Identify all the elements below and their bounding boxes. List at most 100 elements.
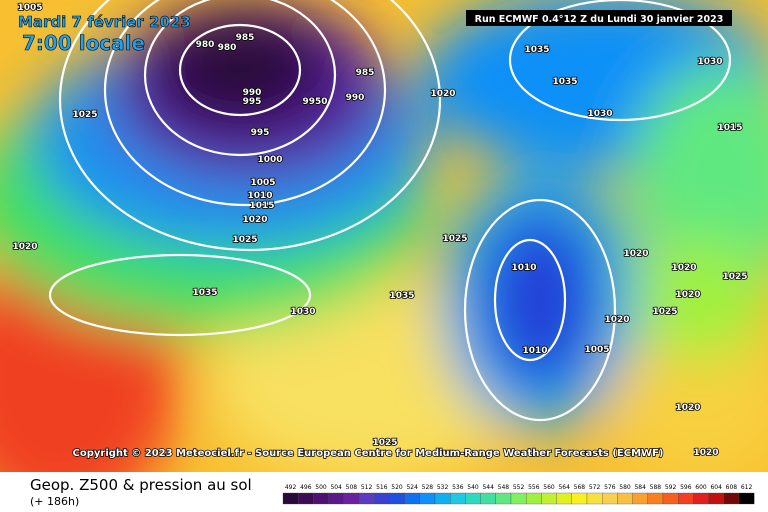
legend-level: 540 (467, 484, 479, 491)
legend-level: 584 (634, 484, 646, 491)
date: Mardi 7 février 2023 (18, 13, 191, 31)
legend-swatch (632, 492, 648, 505)
isobar-label: 1025 (72, 110, 97, 120)
isobar-label: 1025 (722, 272, 747, 282)
legend-level: 560 (543, 484, 555, 491)
legend-level: 552 (513, 484, 525, 491)
legend-swatch (358, 492, 375, 505)
isobar-label: 980 (218, 43, 237, 53)
legend-swatch (693, 492, 709, 505)
legend-swatch (495, 492, 512, 505)
legend-level: 568 (574, 484, 586, 491)
legend-level: 524 (406, 484, 418, 491)
legend-swatch (419, 492, 436, 505)
isobar-label: 995 (251, 128, 270, 138)
legend-level: 612 (741, 484, 753, 491)
legend-level: 600 (695, 484, 707, 491)
isobar-label: 1015 (249, 201, 274, 211)
legend-level: 492 (285, 484, 297, 491)
legend-level: 544 (482, 484, 494, 491)
isobar-label: 1035 (524, 45, 549, 55)
isobar-label: 1005 (584, 345, 609, 355)
legend-swatch (328, 492, 344, 505)
legend-level: 564 (558, 484, 570, 491)
legend-swatch (298, 492, 314, 505)
legend-swatch (480, 492, 496, 505)
legend-swatch (586, 492, 603, 505)
isobar-label: 1010 (247, 191, 272, 201)
legend-level: 512 (361, 484, 373, 491)
legend-level: 532 (437, 484, 449, 491)
legend-level: 548 (498, 484, 510, 491)
isobar-label: 1025 (232, 235, 257, 245)
isobar-label: 1020 (675, 290, 700, 300)
isobar-label: 1025 (372, 438, 397, 448)
local-time: 7:00 locale (22, 31, 145, 55)
legend-level: 572 (589, 484, 601, 491)
isobar-label: 990 (243, 88, 262, 98)
footer-title: Geop. Z500 & pression au sol (30, 476, 252, 494)
isobar-label: 1035 (192, 288, 217, 298)
legend-swatch (526, 492, 542, 505)
isobar-label: 1005 (17, 3, 42, 13)
legend: 492 496 500 504 508 512 516 520 524 528 532 536 540 5… (282, 484, 755, 505)
legend-swatch (282, 492, 299, 505)
legend-swatch (556, 492, 572, 505)
isobar-label: 1030 (290, 307, 315, 317)
isobar-label: 1000 (257, 155, 282, 165)
isobar-label: 1020 (12, 242, 37, 252)
legend-swatch (738, 492, 755, 505)
legend-swatch (678, 492, 694, 505)
isobar-label: 1020 (623, 249, 648, 259)
legend-level: 520 (391, 484, 403, 491)
legend-level: 608 (726, 484, 738, 491)
legend-swatch (450, 492, 466, 505)
legend-swatch (404, 492, 420, 505)
isobar-label: 1010 (511, 263, 536, 273)
legend-swatch (313, 492, 329, 505)
legend-swatch (617, 492, 633, 505)
legend-swatch (510, 492, 527, 505)
legend-level: 588 (650, 484, 662, 491)
legend-level: 580 (619, 484, 631, 491)
footer (0, 472, 768, 512)
legend-swatch (647, 492, 664, 505)
legend-level: 496 (300, 484, 312, 491)
isobar-label: 1035 (389, 291, 414, 301)
legend-swatch (465, 492, 481, 505)
legend-level: 592 (665, 484, 677, 491)
legend-level: 604 (710, 484, 722, 491)
isobar-label: 1020 (430, 89, 455, 99)
legend-level: 508 (346, 484, 358, 491)
legend-level: 504 (330, 484, 342, 491)
isobar-label: 1020 (242, 215, 267, 225)
legend-swatch (708, 492, 724, 505)
legend-level: 556 (528, 484, 540, 491)
legend-swatch (723, 492, 740, 505)
run-info: Run ECMWF 0.4°12 Z du Lundi 30 janvier 2… (475, 14, 724, 25)
isobar-label: 1035 (552, 77, 577, 87)
legend-level: 528 (422, 484, 434, 491)
isobar-label: 1020 (604, 315, 629, 325)
isobar-label: 1020 (671, 263, 696, 273)
legend-swatch (374, 492, 390, 505)
footer-lead: (+ 186h) (30, 495, 79, 508)
copyright: Copyright © 2023 Meteociel.fr - Source E… (73, 448, 664, 459)
legend-swatch (343, 492, 360, 505)
isobar-label: 985 (356, 68, 375, 78)
isobar-label: 1020 (675, 403, 700, 413)
isobar-label: 990 (346, 93, 365, 103)
isobar-label: 1015 (717, 123, 742, 133)
isobar-label: 1025 (442, 234, 467, 244)
isobar-label: 1025 (652, 307, 677, 317)
legend-swatch (571, 492, 588, 505)
isobar-label: 1020 (693, 448, 718, 458)
legend-swatch (434, 492, 451, 505)
isobar-label: 980 (196, 40, 215, 50)
legend-swatch (662, 492, 679, 505)
legend-swatch (389, 492, 405, 505)
legend-level: 500 (315, 484, 327, 491)
isobar-label: 995 (243, 97, 262, 107)
